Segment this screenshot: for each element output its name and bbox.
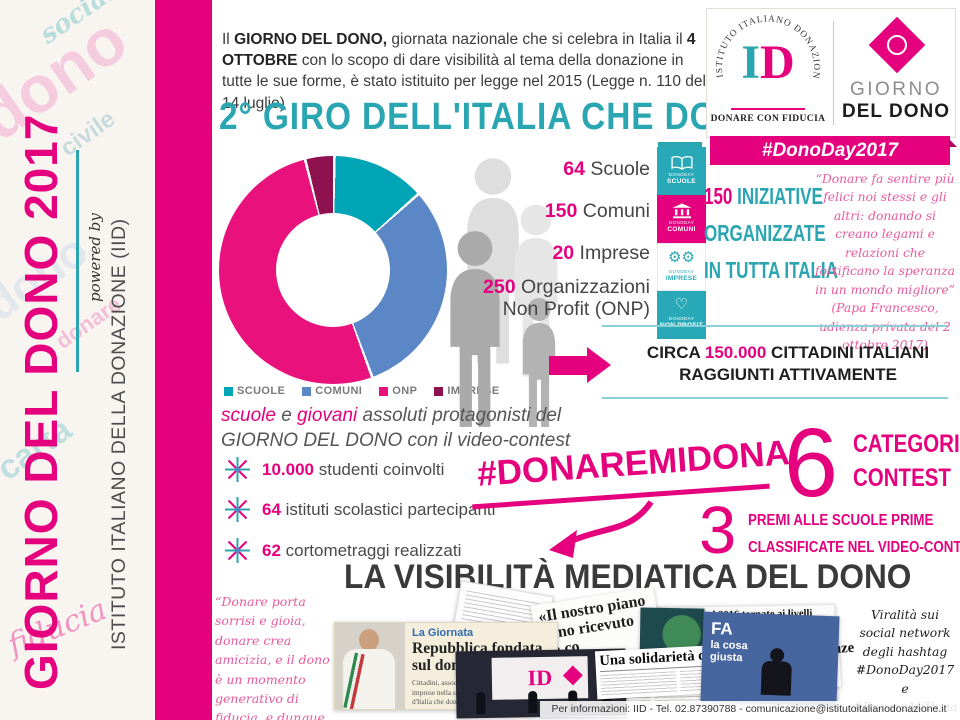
left-sidebar: dono sociale civile dono carta donare fi… [0,0,155,720]
badge-donoday-comuni: DONODAY COMUNI [657,195,706,243]
organization-name-vertical: ISTITUTO ITALIANO DELLA DONAZIONE (IID) [108,218,130,650]
gears-icon: ⚙⚙ [668,249,695,266]
badge-donoday-imprese: ⚙⚙ DONODAY IMPRESE [657,243,706,291]
legend-swatch [302,386,312,396]
bank-icon [657,198,706,220]
footer-contact-info: Per informazioni: IID - Tel. 02.87390788… [540,701,958,717]
section-title-giro: 2° GIRO DELL'ITALIA CHE DONA [219,96,767,138]
poster-title-vertical: GIORNO DEL DONO 2017 [15,113,67,690]
pink-accent-bar [155,0,212,720]
iid-tagline: DONARE CON FIDUCIA [710,114,826,124]
logo-divider [833,21,834,125]
participants-donut-chart-wrap [219,156,447,384]
heart-icon: ♡ [674,296,689,313]
protagonisti-heading: scuole e giovani assoluti protagonisti d… [221,405,571,452]
contest-categorie-label: CATEGORIE CONTEST [853,430,960,492]
mattarella-quote: “Donare porta sorrisi e gioia, donare cr… [215,594,330,720]
star-bullet-icon [225,497,250,522]
book-icon [657,150,706,172]
curved-arrow-icon [549,500,654,558]
legend-swatch [379,386,389,396]
donut-hole [276,213,390,327]
legend-item: ONP [379,385,417,397]
clipping-kicker: La Giornata [412,627,474,639]
iid-monogram: ID [741,36,795,89]
bullet-studenti: 10.000 studenti coinvolti [262,460,445,479]
legend-swatch [224,386,233,396]
iid-arc-text: ISTITUTO ITALIANO DONAZIONE [707,11,820,80]
contest-number-6: 6 [784,408,838,517]
banner-fold [949,139,957,147]
intro-paragraph: Il GIORNO DEL DONO, giornata nazionale c… [222,30,706,112]
divider-line [602,325,948,327]
legend-item: COMUNI [302,385,362,397]
stat-scuole: 64 Scuole [563,158,650,180]
iid-logo-box: ISTITUTO ITALIANO DONAZIONE ID DONARE CO… [706,8,956,138]
powered-by-label: powered by [86,213,104,302]
tv-still-fa-la-cosa-giusta: FA la cosa giusta [700,611,840,707]
bullet-istituti: 64 istituti scolastici partecipanti [262,500,496,519]
title-accent-dash [658,142,702,149]
stat-imprese: 20 Imprese [552,242,650,264]
right-arrow-head [587,347,611,383]
stat-comuni: 150 Comuni [544,200,650,222]
badge-donoday-scuole: DONODAY SCUOLE [657,147,706,195]
contest-number-3: 3 [699,493,737,568]
giorno-del-dono-wordmark: GIORNO DEL DONO [842,79,950,122]
badge-donoday-nonprofit: ♡ DONODAYNON PROFIT [657,291,706,339]
divider-line [602,397,948,399]
bullet-cortometraggi: 62 cortometraggi realizzati [262,541,462,560]
legend-swatch [434,386,444,396]
monogram-underline [731,108,805,110]
legend-item: SCUOLE [224,385,285,397]
star-bullet-icon [225,538,250,563]
vertical-divider-line [76,150,79,372]
right-arrow-icon [549,356,587,375]
stat-onp: 250 Organizzazioni Non Profit (ONP) [483,276,650,321]
giorno-del-dono-diamond-icon [865,13,929,77]
iniziative-callout: 150 INIZIATIVE ORGANIZZATE IN TUTTA ITAL… [704,183,838,283]
contest-premi-label: PREMI ALLE SCUOLE PRIME CLASSIFICATE NEL… [748,512,960,557]
donoday-hashtag-banner: #DonoDay2017 [710,136,957,165]
stage-diamond-icon [562,665,583,686]
clipping-photo [335,623,405,709]
cittadini-callout: CIRCA 150.000 CITTADINI ITALIANI RAGGIUN… [646,343,930,385]
star-bullet-icon [225,457,250,482]
